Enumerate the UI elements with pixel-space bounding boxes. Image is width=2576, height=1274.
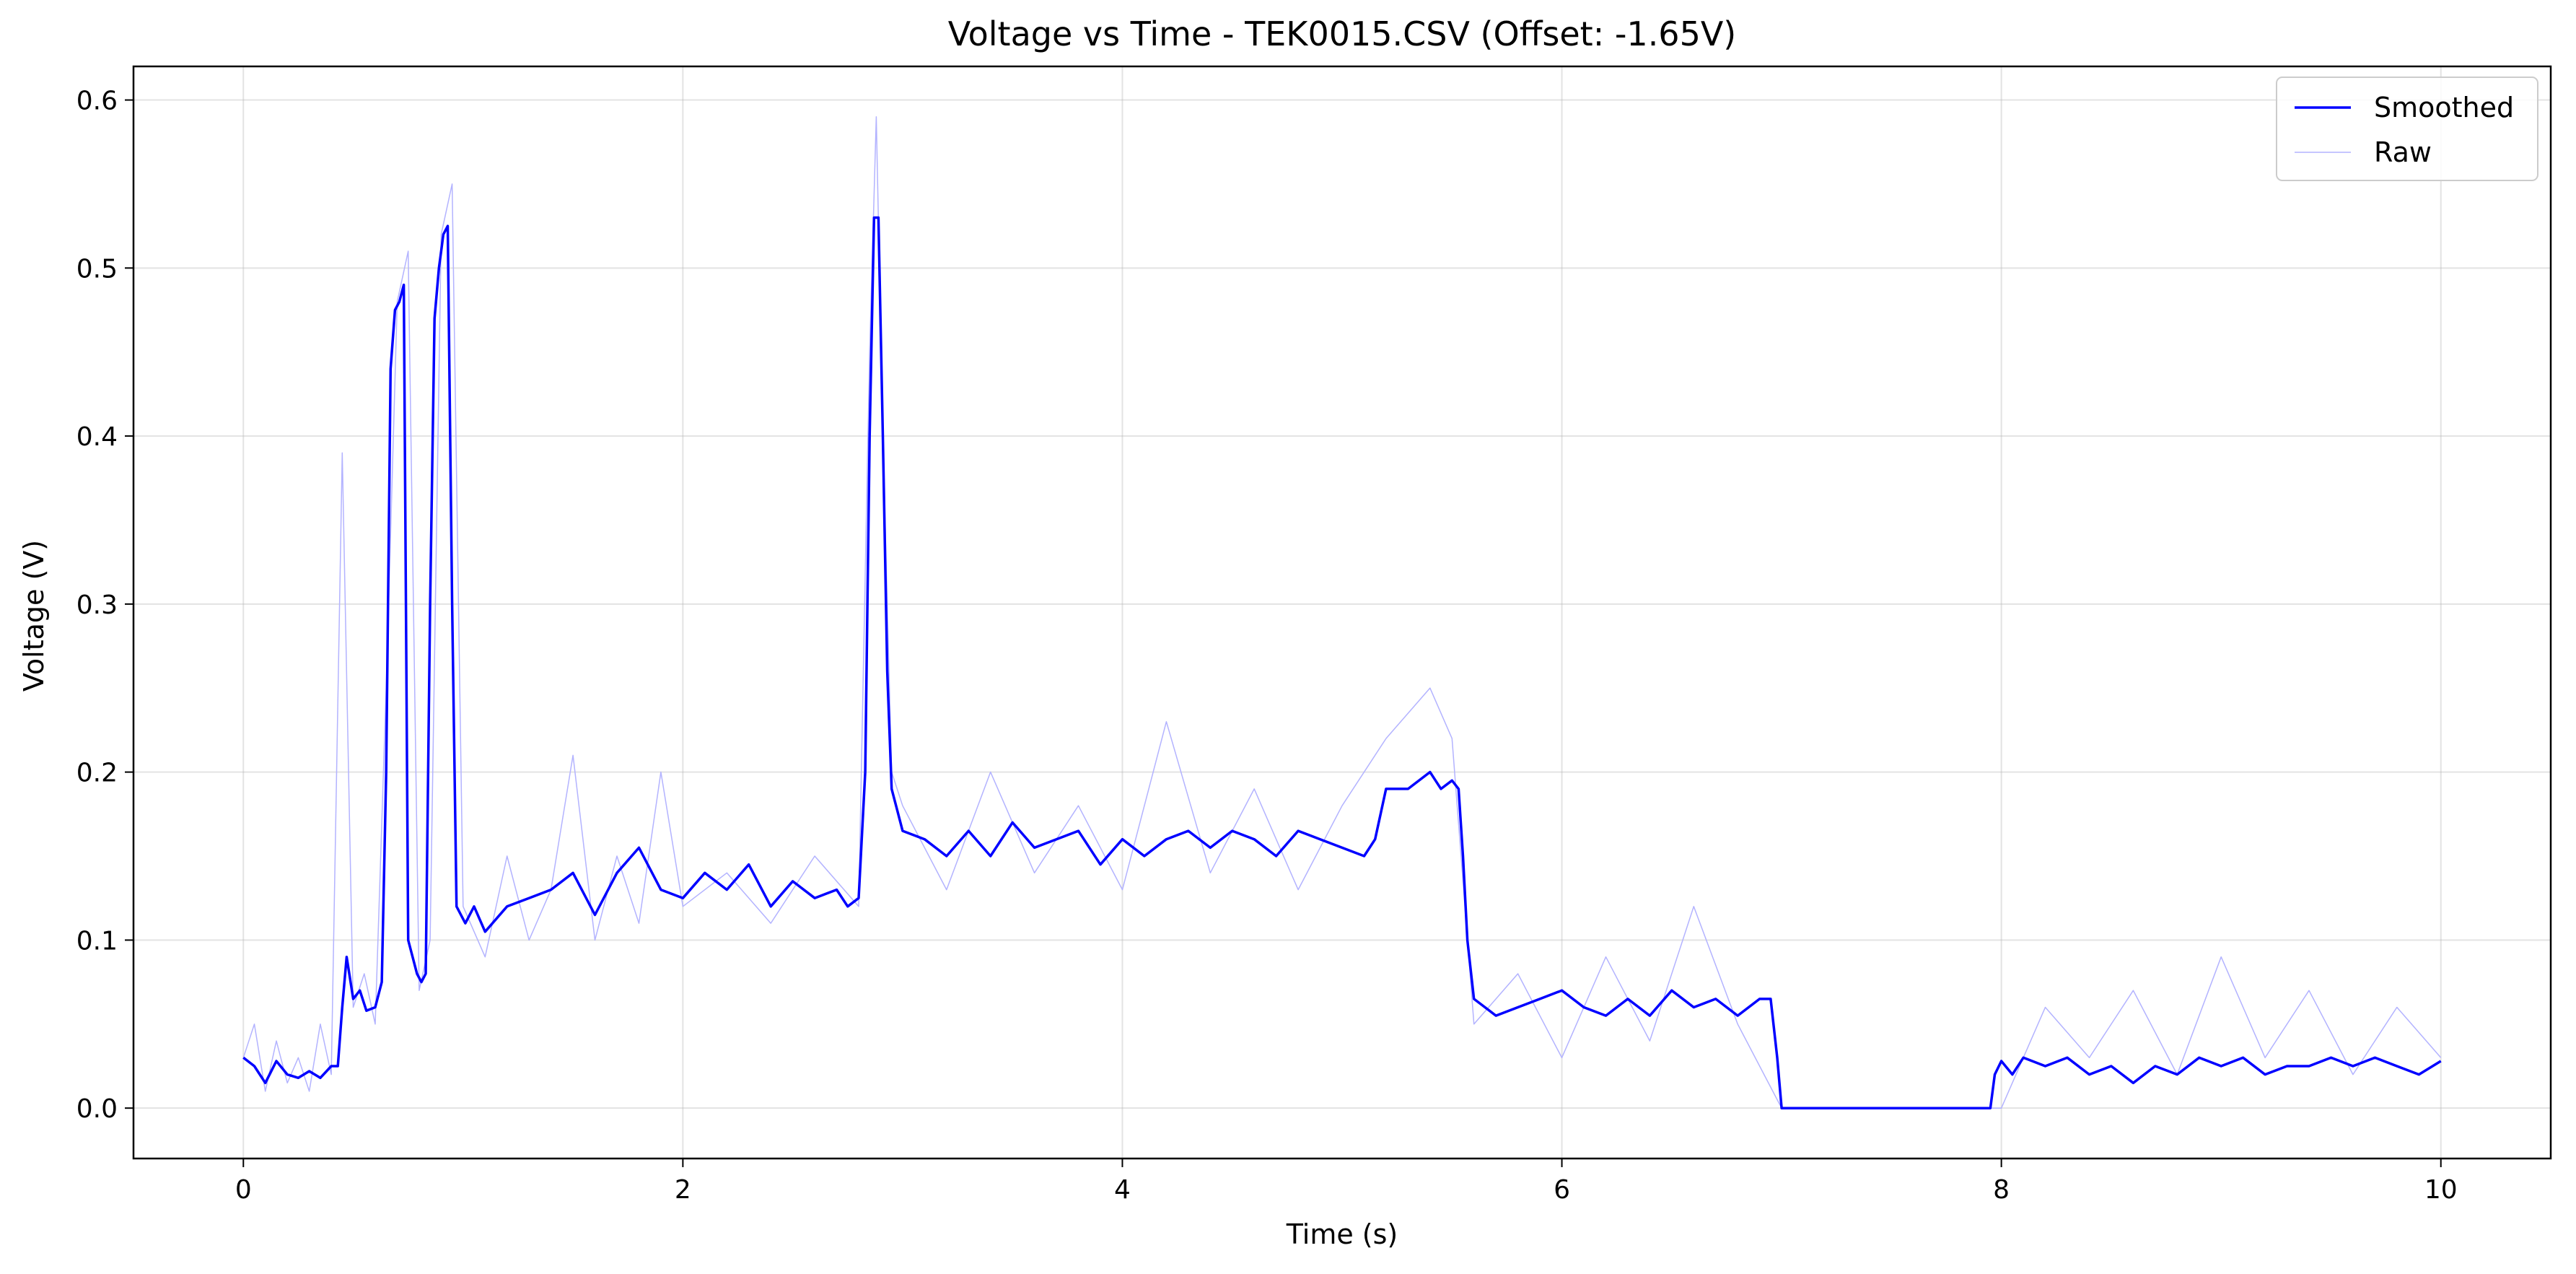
y-tick-label: 0.3 bbox=[76, 590, 118, 620]
legend-box bbox=[2276, 77, 2538, 181]
y-tick-label: 0.5 bbox=[76, 254, 118, 284]
smoothed-series-line bbox=[242, 216, 2442, 1109]
smoothed-series-layer bbox=[242, 216, 2442, 1109]
plot-frame bbox=[132, 65, 2552, 1160]
x-tick-label: 8 bbox=[1993, 1175, 2010, 1205]
legend: Smoothed Raw bbox=[2276, 77, 2538, 181]
legend-label-raw: Raw bbox=[2374, 136, 2432, 168]
x-tick-label: 2 bbox=[675, 1175, 691, 1205]
x-tick-label: 4 bbox=[1114, 1175, 1131, 1205]
y-tick-label: 0.4 bbox=[76, 422, 118, 452]
y-axis-label: Voltage (V) bbox=[18, 540, 50, 691]
x-tick-label: 6 bbox=[1554, 1175, 1570, 1205]
x-axis-label: Time (s) bbox=[1286, 1218, 1398, 1250]
legend-label-smoothed: Smoothed bbox=[2374, 92, 2514, 123]
x-tick-label: 0 bbox=[235, 1175, 252, 1205]
x-tick-label: 10 bbox=[2424, 1175, 2458, 1205]
y-tick-label: 0.0 bbox=[76, 1094, 118, 1124]
y-tick-label: 0.6 bbox=[76, 87, 118, 116]
y-axis-ticks: 0.0 0.1 0.2 0.3 0.4 0.5 0.6 bbox=[76, 87, 133, 1124]
x-axis-ticks: 0 2 4 6 8 10 bbox=[235, 1159, 2458, 1205]
y-tick-label: 0.1 bbox=[76, 926, 118, 956]
chart-title: Voltage vs Time - TEK0015.CSV (Offset: -… bbox=[948, 14, 1737, 53]
y-tick-label: 0.2 bbox=[76, 759, 118, 788]
grid bbox=[133, 66, 2551, 1159]
